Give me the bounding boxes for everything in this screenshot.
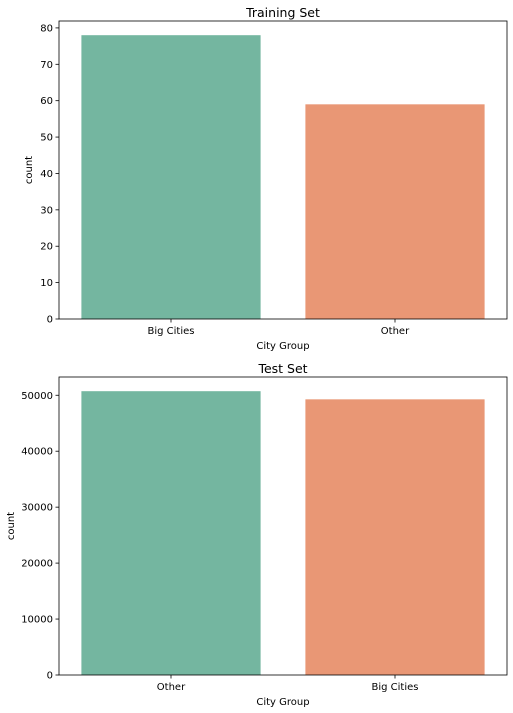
y-tick-label: 0 (47, 315, 53, 326)
y-tick-label: 60 (40, 96, 53, 107)
x-tick-label: Other (381, 326, 410, 337)
y-tick-label: 30 (40, 205, 53, 216)
y-tick-label: 0 (47, 671, 53, 682)
x-tick-label: Other (157, 682, 186, 693)
chart-title: Test Set (257, 361, 307, 376)
y-tick-label: 40 (40, 169, 53, 180)
y-tick-label: 80 (40, 23, 53, 34)
chart-title: Training Set (245, 5, 320, 20)
x-tick-label: Big Cities (148, 326, 195, 337)
y-tick-label: 50 (40, 133, 53, 144)
y-tick-label: 20 (40, 242, 53, 253)
x-axis-label: City Group (256, 697, 309, 708)
y-tick-label: 30000 (21, 503, 53, 514)
y-tick-label: 40000 (21, 447, 53, 458)
x-axis-label: City Group (256, 341, 309, 352)
y-axis-label: count (24, 156, 35, 184)
bar-big-cities (305, 399, 485, 675)
y-tick-label: 50000 (21, 391, 53, 402)
bar-other (305, 104, 485, 319)
x-tick-label: Big Cities (372, 682, 419, 693)
test-set-chart: 0 10000 20000 30000 40000 50000 Other Big Citie… (6, 361, 508, 708)
bar-other (81, 391, 261, 675)
y-tick-label: 10000 (21, 615, 53, 626)
plot-frame (58, 376, 508, 676)
training-set-chart: 0 10 20 30 40 50 60 70 80 Big Cities Other Training… (24, 5, 508, 352)
y-tick-label: 10 (40, 278, 53, 289)
plot-frame (58, 20, 508, 320)
y-tick-label: 20000 (21, 559, 53, 570)
bar-big-cities (81, 35, 261, 319)
y-axis-label: count (6, 512, 17, 540)
y-tick-label: 70 (40, 60, 53, 71)
